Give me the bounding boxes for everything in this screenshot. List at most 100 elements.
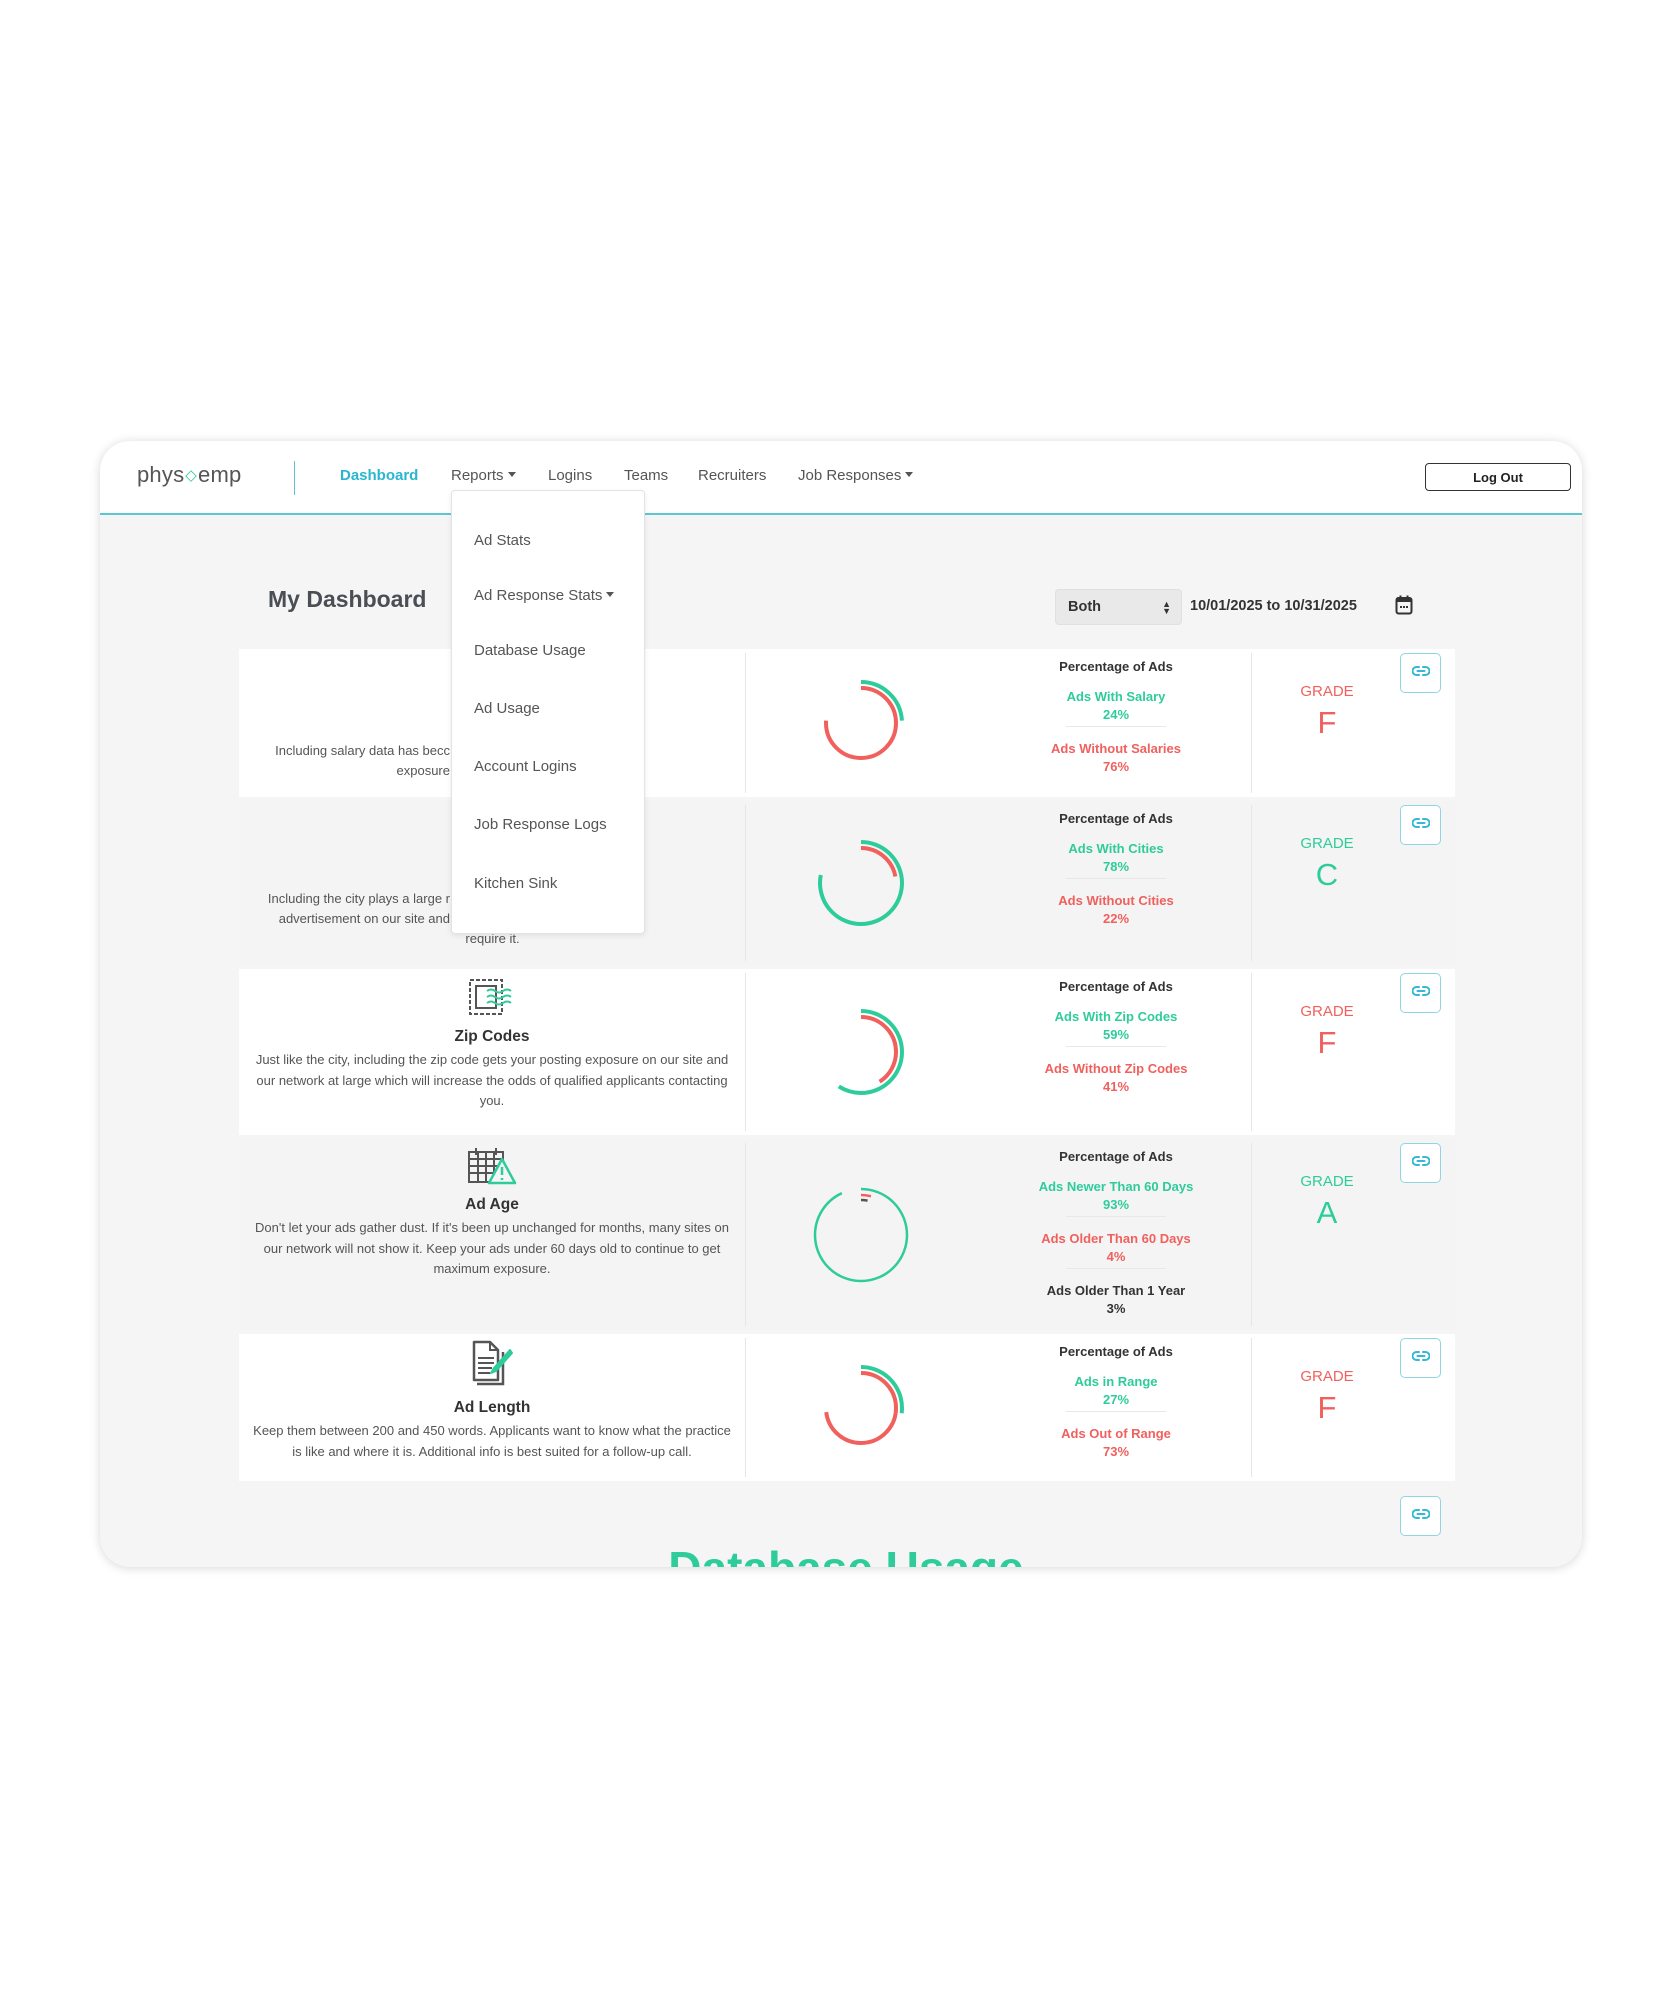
- nav-teams[interactable]: Teams: [624, 467, 668, 484]
- physemp-logo[interactable]: phys◇emp: [137, 462, 241, 488]
- grade-letter: C: [1315, 857, 1339, 892]
- caret-down-icon: [905, 472, 914, 477]
- menu-item-ad-stats[interactable]: Ad Stats: [474, 532, 531, 549]
- ring-arc-green: [818, 680, 904, 766]
- link-icon: [1411, 1349, 1430, 1367]
- menu-item-label: Account Logins: [474, 758, 577, 775]
- menu-item-account-logins[interactable]: Account Logins: [474, 758, 577, 775]
- menu-item-ad-usage[interactable]: Ad Usage: [474, 700, 540, 717]
- logo-diamond-icon: ◇: [185, 467, 198, 484]
- stat-label: Ads Older Than 60 Days: [1041, 1231, 1191, 1246]
- postage-stamp-icon: [239, 977, 745, 1022]
- metric-info: Zip Codes Just like the city, including t…: [239, 973, 746, 1131]
- ring-arc-red: [819, 1193, 903, 1276]
- nav-label: Job Responses: [798, 467, 902, 484]
- stat-value: 3%: [1106, 1301, 1126, 1316]
- nav-dashboard[interactable]: Dashboard: [340, 467, 418, 484]
- metric-chart: Percentage of Ads Ads With Zip Codes 59% Ad…: [746, 973, 1252, 1131]
- stat-label: Ads Out of Range: [1061, 1426, 1171, 1441]
- stat-label: Ads With Zip Codes: [1054, 1009, 1178, 1024]
- metric-row: Ad Age Don't let your ads gather dust. If…: [239, 1139, 1455, 1330]
- stat-label: Ads Newer Than 60 Days: [1038, 1179, 1194, 1194]
- menu-item-job-response-logs[interactable]: Job Response Logs: [474, 816, 607, 833]
- stats-panel: Percentage of Ads Ads With Salary 24% Ads W…: [1036, 659, 1196, 774]
- section-title-database-usage: Database Usage: [100, 1541, 1582, 1567]
- stat-label: Ads in Range: [1074, 1374, 1158, 1389]
- menu-item-label: Job Response Logs: [474, 816, 607, 833]
- divider: [1066, 1216, 1166, 1217]
- grade-letter: F: [1317, 1390, 1337, 1425]
- link-icon: [1411, 1154, 1430, 1172]
- ad-quality-rows: Including salary data has beccg addition…: [239, 649, 1455, 1485]
- ring-arc-green: [813, 1187, 909, 1282]
- select-value: Both: [1068, 599, 1102, 615]
- stat-value: 78%: [1102, 859, 1130, 874]
- nav-recruiters[interactable]: Recruiters: [698, 467, 766, 484]
- grade-label: GRADE: [1300, 835, 1354, 852]
- logout-button[interactable]: Log Out: [1425, 463, 1571, 491]
- calendar-warning-icon: [239, 1147, 745, 1190]
- stat-value: 24%: [1102, 707, 1130, 722]
- metric-chart: Percentage of Ads Ads Newer Than 60 Days 9…: [746, 1143, 1252, 1326]
- nav-reports[interactable]: Reports: [451, 467, 516, 484]
- link-button[interactable]: [1400, 1143, 1441, 1183]
- stat-label: Ads Without Salaries: [1051, 741, 1181, 756]
- logo-text: phys: [137, 462, 185, 487]
- reports-dropdown-menu: Ad Stats Ad Response Stats Database Usage A…: [451, 490, 645, 934]
- stat-value: 59%: [1102, 1027, 1130, 1042]
- menu-item-database-usage[interactable]: Database Usage: [474, 642, 586, 659]
- top-navbar: phys◇emp Dashboard Reports Logins Teams Recr…: [100, 441, 1582, 515]
- divider: [1066, 1046, 1166, 1047]
- nav-label: Logins: [548, 467, 593, 484]
- percentage-ring-chart: [813, 1187, 909, 1282]
- metric-info: Ad Age Don't let your ads gather dust. If…: [239, 1143, 746, 1326]
- description-fragment: advertisement on our site and: [278, 911, 450, 926]
- stat-value: 76%: [1102, 759, 1130, 774]
- menu-item-label: Kitchen Sink: [474, 875, 558, 892]
- link-button[interactable]: [1400, 805, 1441, 845]
- link-icon: [1411, 816, 1430, 834]
- grade-letter: F: [1317, 1025, 1337, 1060]
- nav-label: Dashboard: [340, 467, 419, 484]
- link-button[interactable]: [1400, 1338, 1441, 1378]
- metric-chart: Percentage of Ads Ads in Range 27% Ads Out …: [746, 1338, 1252, 1477]
- percentage-ring-chart: [818, 1364, 904, 1451]
- ring-arc-green: [818, 1364, 904, 1451]
- link-button[interactable]: [1400, 973, 1441, 1013]
- ad-type-select[interactable]: Both ▲ ▼: [1055, 589, 1182, 625]
- stat-label: Ads With Cities: [1068, 841, 1164, 856]
- stat-label: Ads Without Cities: [1058, 893, 1174, 908]
- menu-item-label: Database Usage: [474, 642, 586, 659]
- nav-logins[interactable]: Logins: [548, 467, 592, 484]
- metric-chart: Percentage of Ads Ads With Cities 78% Ads W…: [746, 805, 1252, 961]
- ring-arc-red: [824, 1370, 898, 1445]
- metric-row: Zip Codes Just like the city, including t…: [239, 969, 1455, 1135]
- menu-item-label: Ad Usage: [474, 700, 540, 717]
- metric-description: Just like the city, including the zip co…: [255, 1052, 729, 1108]
- link-button[interactable]: [1400, 653, 1441, 693]
- ring-arc-red: [824, 846, 898, 920]
- divider: [294, 461, 295, 495]
- ring-arc-green: [818, 1009, 904, 1095]
- stat-label: Ads Older Than 1 Year: [1046, 1283, 1186, 1298]
- description-fragment: Including the city plays a large r: [267, 891, 450, 906]
- metric-grade: GRADE F: [1252, 649, 1455, 797]
- divider: [1066, 1268, 1166, 1269]
- ring-arc-green: [818, 840, 904, 926]
- menu-item-ad-response-stats[interactable]: Ad Response Stats: [474, 587, 615, 604]
- calendar-icon[interactable]: [1395, 595, 1413, 620]
- link-icon: [1411, 1507, 1430, 1525]
- menu-item-kitchen-sink[interactable]: Kitchen Sink: [474, 875, 557, 892]
- nav-job-responses[interactable]: Job Responses: [798, 467, 914, 484]
- nav-label: Reports: [451, 467, 504, 484]
- grade-label: GRADE: [1300, 683, 1354, 700]
- metric-row: Including the city plays a large rexpose…: [239, 801, 1455, 965]
- document-pen-icon: [239, 1340, 745, 1393]
- link-button[interactable]: [1400, 1496, 1441, 1536]
- grade-label: GRADE: [1300, 1368, 1354, 1385]
- metric-grade: GRADE F: [1252, 969, 1455, 1135]
- divider: [1066, 878, 1166, 879]
- metric-info: Ad Length Keep them between 200 and 450 w…: [239, 1338, 746, 1477]
- stat-value: 41%: [1102, 1079, 1130, 1094]
- date-range[interactable]: 10/01/2025 to 10/31/2025: [1190, 598, 1357, 614]
